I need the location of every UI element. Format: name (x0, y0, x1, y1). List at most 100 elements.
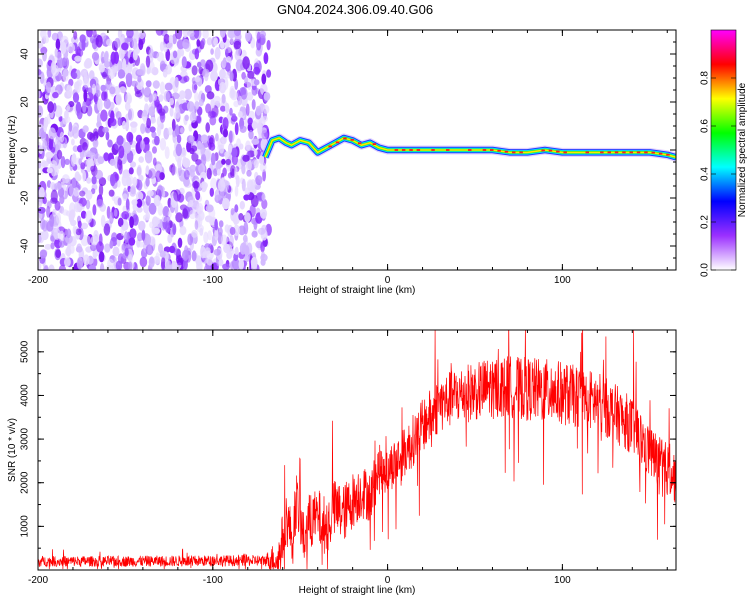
noise-blob (266, 69, 272, 78)
noise-blob (69, 244, 75, 254)
noise-blob (206, 91, 215, 100)
noise-blob (169, 245, 176, 254)
noise-blob (159, 81, 165, 95)
noise-blob (123, 141, 131, 154)
noise-blob (182, 30, 189, 39)
noise-blob (100, 84, 106, 92)
noise-blob (172, 50, 178, 59)
noise-blob (50, 197, 58, 204)
noise-blob (82, 100, 87, 113)
noise-blob (40, 218, 46, 230)
noise-blob (52, 91, 59, 99)
noise-blob (231, 147, 238, 158)
noise-blob (97, 98, 103, 112)
noise-blob (44, 264, 49, 270)
noise-blob (129, 161, 137, 168)
noise-blob (48, 140, 53, 150)
noise-blob (259, 35, 265, 46)
noise-blob (159, 41, 164, 52)
noise-blob (209, 187, 214, 197)
noise-blob (87, 87, 93, 96)
snr-panel: -200 -100 0 100 1000 2000 3000 4000 5000 Height … (7, 329, 677, 596)
noise-blob (163, 246, 171, 253)
spectrogram-x-tick-label: 0 (385, 275, 391, 286)
noise-blob (229, 107, 233, 116)
noise-blob (187, 30, 195, 37)
noise-blob (66, 84, 73, 97)
noise-blob (55, 38, 61, 51)
noise-blob (76, 256, 84, 270)
noise-blob (231, 258, 240, 270)
noise-blob (234, 247, 239, 256)
noise-blob (155, 252, 160, 263)
noise-blob (174, 124, 180, 137)
noise-blob (120, 224, 125, 237)
noise-blob (55, 249, 61, 258)
noise-blob (207, 230, 213, 241)
noise-blob (75, 228, 82, 236)
noise-blobs (38, 30, 272, 270)
noise-blob (145, 244, 154, 256)
noise-blob (124, 231, 129, 244)
noise-blob (126, 150, 134, 163)
noise-blob (201, 181, 206, 188)
noise-blob (80, 210, 87, 219)
noise-blob (259, 30, 267, 39)
noise-blob (175, 143, 182, 157)
colorbar-tick-label: 0.2 (700, 215, 711, 229)
noise-blob (136, 206, 143, 213)
spectrogram-y-tick-label: 40 (20, 48, 31, 60)
noise-blob (125, 198, 130, 210)
noise-blob (91, 83, 96, 95)
noise-blob (202, 30, 209, 39)
noise-blob (230, 90, 239, 101)
noise-blob (163, 33, 170, 44)
noise-blob (206, 257, 213, 266)
noise-blob (227, 30, 236, 39)
noise-blob (83, 254, 90, 266)
noise-blob (38, 161, 42, 169)
noise-blob (71, 138, 75, 146)
noise-blob (51, 60, 57, 71)
noise-blob (218, 258, 224, 267)
noise-blob (75, 48, 84, 58)
noise-blob (86, 177, 92, 184)
noise-blob (194, 76, 201, 83)
noise-blob (214, 47, 221, 60)
noise-blob (95, 241, 104, 253)
noise-blob (159, 250, 166, 258)
noise-blob (140, 139, 145, 151)
noise-blob (119, 86, 127, 94)
noise-blob (148, 256, 155, 268)
noise-blob (68, 121, 73, 132)
noise-blob (128, 237, 136, 246)
noise-blob (52, 208, 57, 217)
noise-blob (121, 42, 129, 51)
noise-blob (134, 90, 142, 98)
noise-blob (70, 154, 77, 167)
spectrogram-x-tick-label: -100 (203, 275, 223, 286)
noise-blob (261, 198, 268, 210)
noise-blob (129, 56, 134, 64)
noise-blob (247, 180, 254, 192)
noise-blob (53, 228, 61, 240)
chart-title: GN04.2024.306.09.40.G06 (277, 2, 433, 17)
noise-blob (189, 135, 195, 143)
noise-blob (122, 120, 127, 130)
noise-blob (261, 193, 266, 201)
noise-blob (82, 170, 87, 182)
noise-blob (58, 187, 65, 198)
noise-blob (91, 175, 97, 185)
noise-blob (38, 69, 42, 76)
noise-blob (72, 126, 80, 139)
noise-blob (245, 140, 251, 151)
noise-blob (50, 163, 57, 177)
noise-blob (244, 212, 251, 223)
noise-blob (132, 38, 138, 50)
noise-blob (210, 98, 215, 109)
noise-blob (210, 48, 214, 55)
noise-blob (66, 103, 71, 112)
noise-blob (38, 58, 43, 68)
spectrogram-plot-area (38, 30, 676, 270)
noise-blob (136, 68, 145, 76)
